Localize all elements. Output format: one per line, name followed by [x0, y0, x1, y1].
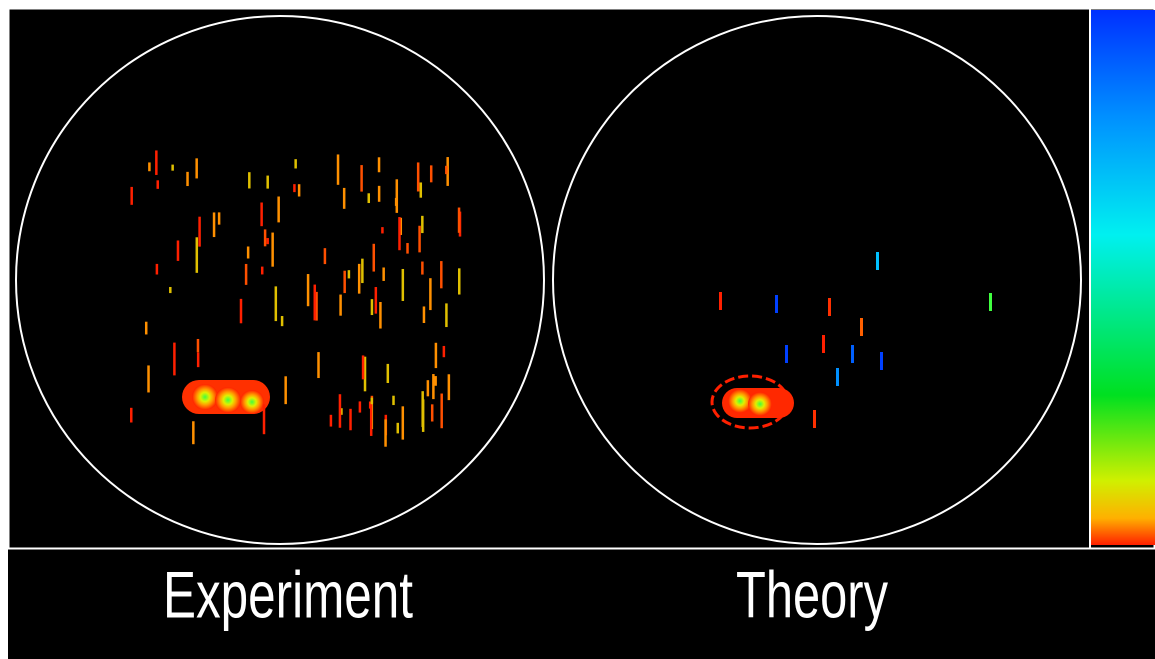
panel-label: Theory — [736, 557, 888, 631]
colorbar — [1091, 10, 1155, 545]
panel-label: Experiment — [163, 557, 413, 631]
figure: Experiment Theory — [0, 0, 1155, 659]
